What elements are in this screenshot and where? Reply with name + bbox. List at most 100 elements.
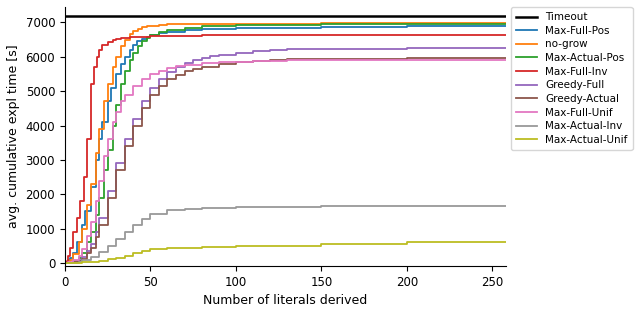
Max-Full-Unif	[78, 247, 86, 251]
Max-Full-Inv	[506, 33, 513, 36]
Max-Full-Pos	[198, 27, 205, 31]
Max-Actual-Pos	[180, 26, 188, 30]
no-grow	[126, 33, 134, 36]
Greedy-Full	[70, 260, 77, 264]
Max-Full-Pos	[81, 209, 89, 213]
Greedy-Full	[180, 61, 188, 65]
Max-Actual-Pos	[506, 22, 513, 25]
Max-Full-Pos	[95, 138, 103, 141]
Greedy-Actual	[129, 124, 137, 127]
Max-Actual-Inv	[66, 261, 74, 265]
Max-Full-Inv	[317, 33, 325, 37]
Max-Full-Inv	[121, 36, 129, 40]
Max-Full-Pos	[143, 35, 151, 38]
Greedy-Actual	[86, 246, 94, 249]
Greedy-Actual	[198, 65, 205, 69]
Max-Actual-Pos	[126, 58, 134, 62]
Max-Full-Unif	[61, 261, 68, 265]
Max-Actual-Inv	[113, 237, 120, 241]
Greedy-Full	[138, 100, 146, 103]
Max-Actual-Unif	[104, 257, 111, 261]
Greedy-Full	[506, 46, 513, 50]
no-grow	[138, 25, 146, 29]
Max-Full-Unif	[155, 69, 163, 73]
Max-Full-Pos	[164, 30, 172, 34]
Max-Full-Inv	[198, 34, 205, 37]
Greedy-Actual	[83, 252, 91, 255]
Max-Full-Inv	[93, 55, 101, 59]
Greedy-Actual	[172, 73, 180, 77]
Max-Full-Unif	[100, 154, 108, 158]
no-grow	[317, 22, 325, 25]
Max-Actual-Inv	[70, 261, 77, 264]
Max-Full-Inv	[66, 246, 74, 249]
Max-Actual-Pos	[61, 261, 68, 265]
Greedy-Full	[129, 117, 137, 121]
Greedy-Full	[121, 138, 129, 141]
Greedy-Actual	[232, 60, 240, 64]
Max-Actual-Unif	[75, 261, 83, 265]
Max-Actual-Unif	[66, 261, 74, 265]
no-grow	[143, 24, 151, 28]
Max-Actual-Inv	[61, 261, 68, 265]
Max-Full-Inv	[164, 34, 172, 38]
no-grow	[109, 65, 116, 69]
Max-Actual-Inv	[164, 208, 172, 212]
Max-Actual-Inv	[403, 204, 411, 208]
Max-Full-Unif	[284, 58, 291, 62]
Max-Actual-Pos	[109, 124, 116, 127]
Max-Full-Pos	[147, 33, 154, 37]
Max-Full-Pos	[104, 100, 111, 103]
Line: Max-Actual-Pos: Max-Actual-Pos	[65, 24, 509, 263]
Greedy-Full	[104, 189, 111, 193]
Max-Actual-Unif	[95, 259, 103, 263]
Max-Full-Unif	[266, 59, 274, 62]
Max-Actual-Pos	[155, 30, 163, 34]
Max-Actual-Pos	[121, 69, 129, 73]
Greedy-Actual	[215, 62, 223, 66]
Max-Actual-Pos	[198, 24, 205, 28]
Max-Full-Pos	[155, 31, 163, 35]
Max-Full-Pos	[78, 223, 86, 227]
Max-Full-Pos	[70, 251, 77, 255]
Max-Full-Unif	[121, 93, 129, 96]
Max-Full-Unif	[147, 72, 154, 76]
Max-Full-Inv	[118, 36, 125, 40]
no-grow	[66, 258, 74, 262]
Max-Full-Inv	[63, 259, 70, 263]
Max-Actual-Pos	[83, 241, 91, 244]
no-grow	[198, 22, 205, 26]
Max-Actual-Inv	[75, 260, 83, 263]
Greedy-Full	[284, 47, 291, 51]
Max-Full-Inv	[126, 35, 134, 39]
Greedy-Actual	[138, 106, 146, 110]
Max-Full-Unif	[215, 60, 223, 64]
Max-Full-Unif	[403, 58, 411, 62]
Y-axis label: avg. cumulative expl time [s]: avg. cumulative expl time [s]	[7, 45, 20, 228]
Max-Full-Pos	[317, 25, 325, 29]
Max-Full-Unif	[86, 220, 94, 224]
Max-Full-Unif	[180, 63, 188, 67]
Max-Actual-Pos	[134, 45, 142, 48]
Greedy-Full	[215, 53, 223, 57]
Max-Full-Inv	[76, 199, 84, 203]
Max-Full-Pos	[63, 260, 70, 264]
Max-Actual-Unif	[129, 251, 137, 255]
Greedy-Actual	[147, 93, 154, 96]
Max-Actual-Inv	[180, 207, 188, 211]
Greedy-Full	[403, 46, 411, 50]
Greedy-Full	[155, 77, 163, 81]
Max-Actual-Unif	[78, 260, 86, 264]
no-grow	[63, 260, 70, 264]
Max-Full-Pos	[180, 29, 188, 32]
Max-Full-Inv	[104, 40, 111, 44]
no-grow	[147, 24, 154, 27]
Greedy-Actual	[70, 260, 77, 264]
Max-Actual-Pos	[143, 36, 151, 40]
Max-Full-Unif	[65, 260, 72, 264]
Max-Actual-Pos	[65, 261, 72, 265]
Max-Full-Pos	[403, 24, 411, 28]
Max-Full-Unif	[232, 60, 240, 63]
Greedy-Full	[249, 49, 257, 53]
Max-Actual-Pos	[78, 251, 86, 255]
